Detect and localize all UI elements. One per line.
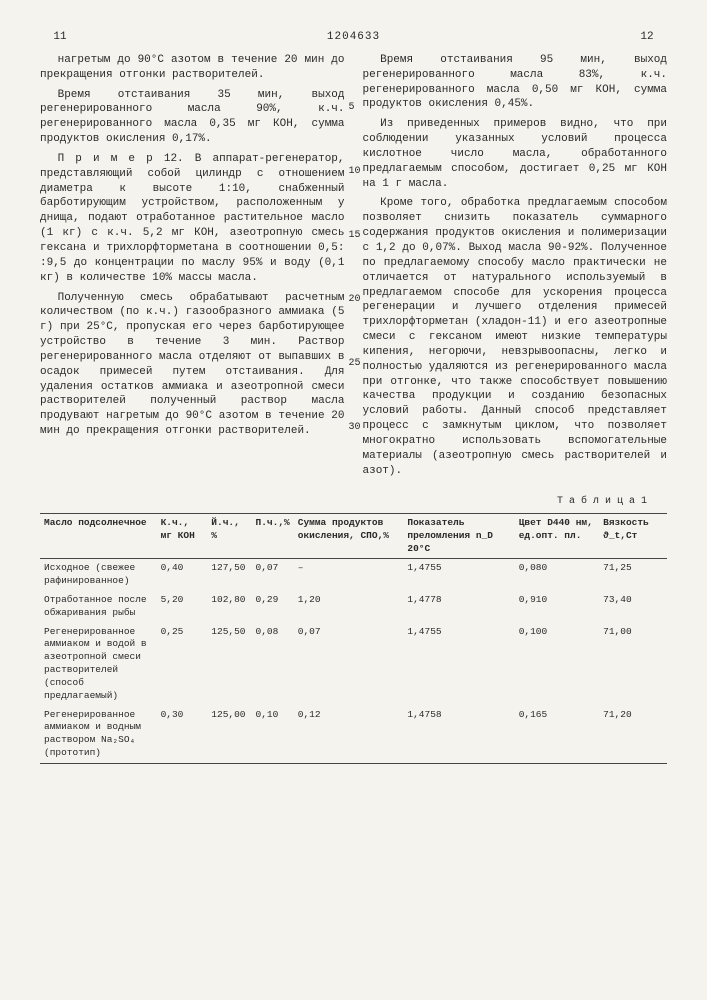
table-title: Т а б л и ц а 1 [40,495,647,509]
table-cell: 1,4778 [403,591,514,623]
col-header: Сумма продуктов окисления, СПО,% [294,513,404,558]
page-number-right: 12 [627,30,667,45]
text-columns: нагретым до 90°С азотом в течение 20 мин… [40,53,667,484]
table-cell: 0,080 [515,559,599,591]
line-number: 25 [349,357,361,371]
paragraph: П р и м е р 12. В аппарат-регенератор, п… [40,152,345,286]
table-row: Регенерированное аммиаком и водой в азео… [40,623,667,706]
table-cell: 0,25 [157,623,208,706]
col-header: Цвет D440 нм, ед.опт. пл. [515,513,599,558]
paragraph: Кроме того, обработка предлагаемым спосо… [363,196,668,478]
col-header: Вязкость ϑ_t,Ст [599,513,667,558]
line-number: 15 [349,229,361,243]
table-cell: 0,07 [294,623,404,706]
table-cell: 0,30 [157,706,208,764]
line-number: 30 [349,421,361,435]
table-cell: 125,00 [207,706,251,764]
table-cell: 5,20 [157,591,208,623]
table-cell: Регенерированное аммиаком и водой в азео… [40,623,157,706]
table-cell: 73,40 [599,591,667,623]
table-cell: 1,4755 [403,559,514,591]
left-column: нагретым до 90°С азотом в течение 20 мин… [40,53,345,484]
col-header: К.ч., мг КОН [157,513,208,558]
table-cell: 0,29 [252,591,294,623]
table-cell: 0,08 [252,623,294,706]
table-row: Отработанное после обжаривания рыбы5,201… [40,591,667,623]
table-cell: 71,00 [599,623,667,706]
table-cell: 0,40 [157,559,208,591]
paragraph: Из приведенных примеров видно, что при с… [363,117,668,191]
table-cell: 127,50 [207,559,251,591]
table-cell: 1,4755 [403,623,514,706]
document-number: 1204633 [80,30,627,45]
right-column: 5 10 15 20 25 30 Время отстаивания 95 ми… [363,53,668,484]
table-cell: 0,100 [515,623,599,706]
table-row: Исходное (свежее рафинированное)0,40127,… [40,559,667,591]
line-number: 20 [349,293,361,307]
table-cell: Исходное (свежее рафинированное) [40,559,157,591]
table-cell: 0,12 [294,706,404,764]
table-cell: 125,50 [207,623,251,706]
data-table: Масло подсолнечное К.ч., мг КОН Й.ч., % … [40,513,667,764]
col-header: Масло подсолнечное [40,513,157,558]
paragraph: нагретым до 90°С азотом в течение 20 мин… [40,53,345,83]
table-body: Исходное (свежее рафинированное)0,40127,… [40,559,667,763]
col-header: Й.ч., % [207,513,251,558]
line-number: 5 [349,101,355,115]
paragraph: Время отстаивания 35 мин, выход регенери… [40,88,345,147]
page-header: 11 1204633 12 [40,30,667,45]
table-cell: 0,165 [515,706,599,764]
table-cell: 0,07 [252,559,294,591]
table-cell: 71,25 [599,559,667,591]
paragraph: Время отстаивания 95 мин, выход регенери… [363,53,668,112]
table-cell: Регенерированное аммиаком и водным раств… [40,706,157,764]
table-cell: 0,910 [515,591,599,623]
table-cell: – [294,559,404,591]
line-number: 10 [349,165,361,179]
table-row: Регенерированное аммиаком и водным раств… [40,706,667,764]
table-cell: 1,4758 [403,706,514,764]
page-number-left: 11 [40,30,80,45]
table-cell: 102,80 [207,591,251,623]
table-cell: 0,10 [252,706,294,764]
col-header: Показатель преломления n_D 20°С [403,513,514,558]
paragraph: Полученную смесь обрабатывают расчетным … [40,291,345,439]
table-cell: Отработанное после обжаривания рыбы [40,591,157,623]
table-cell: 71,20 [599,706,667,764]
col-header: П.ч.,% [252,513,294,558]
table-header-row: Масло подсолнечное К.ч., мг КОН Й.ч., % … [40,513,667,558]
table-cell: 1,20 [294,591,404,623]
